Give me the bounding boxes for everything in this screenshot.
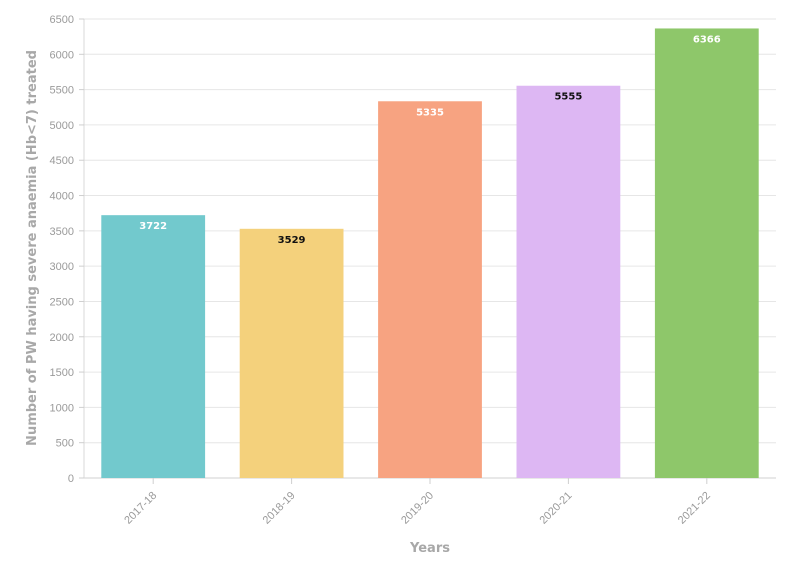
bar-value-label: 5335 (416, 107, 444, 118)
x-tick-label: 2018-19 (261, 490, 298, 527)
y-tick-label: 0 (68, 473, 74, 485)
bar (239, 228, 344, 478)
y-tick-label: 2500 (50, 296, 74, 308)
y-tick-label: 4000 (50, 191, 74, 203)
x-tick-label: 2021-22 (676, 490, 713, 527)
y-tick-label: 500 (56, 438, 74, 450)
bar (378, 101, 482, 479)
y-tick-label: 1500 (50, 367, 74, 379)
y-tick-label: 2000 (50, 332, 74, 344)
y-axis-ticks: 0 500 1000 1500 2000 2500 3000 3500 4000 4500 5000… (50, 14, 84, 485)
y-tick-label: 3500 (50, 226, 74, 238)
bars: 3722 3529 5335 5555 6366 (101, 28, 759, 479)
bar-value-label: 3722 (139, 221, 167, 232)
x-tick-label: 2019-20 (399, 490, 436, 527)
x-axis-title: Years (409, 541, 450, 556)
x-tick-label: 2020-21 (537, 490, 574, 527)
bar-value-label: 3529 (278, 235, 306, 246)
bar-value-label: 6366 (693, 34, 721, 45)
y-tick-label: 5500 (50, 85, 74, 97)
x-axis-ticks: 2017-18 2018-19 2019-20 2020-21 2021-22 (122, 478, 713, 527)
y-tick-label: 6500 (50, 14, 74, 26)
x-tick-label: 2017-18 (122, 490, 159, 527)
bar-value-label: 5555 (554, 92, 582, 103)
y-tick-label: 3000 (50, 261, 74, 273)
bar (516, 85, 621, 478)
y-tick-label: 6000 (50, 49, 74, 61)
y-tick-label: 1000 (50, 402, 74, 414)
y-axis-title: Number of PW having severe anaemia (Hb<7… (25, 50, 40, 446)
y-tick-label: 4500 (50, 155, 74, 167)
bar (654, 28, 759, 478)
y-tick-label: 5000 (50, 120, 74, 132)
bar (101, 215, 206, 478)
